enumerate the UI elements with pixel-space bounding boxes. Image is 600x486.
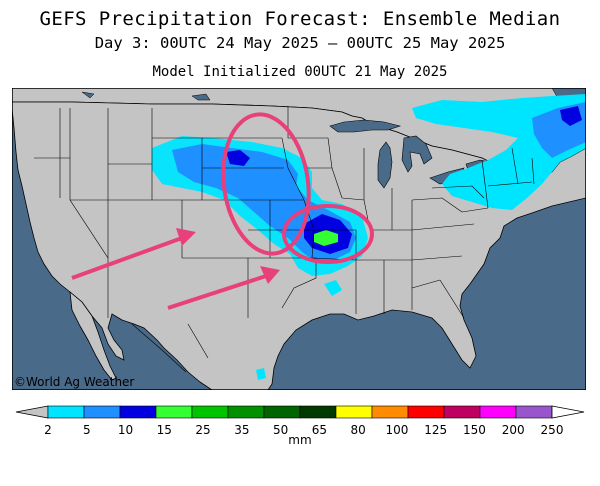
legend-swatch bbox=[479, 405, 517, 419]
legend-swatch bbox=[407, 405, 445, 419]
color-scale-legend: 2 5 10 15 25 35 50 65 80 100 125 150 200 250 bbox=[15, 405, 585, 437]
forecast-period: Day 3: 00UTC 24 May 2025 — 00UTC 25 May … bbox=[94, 34, 506, 52]
annotations bbox=[71, 112, 374, 310]
legend-tick-label: 65 bbox=[312, 423, 327, 437]
mexico-borders bbox=[131, 323, 209, 373]
precip-10mm-ne-sd bbox=[226, 150, 250, 166]
legend-swatch bbox=[83, 405, 121, 419]
highlight-circle-northern-plains bbox=[221, 112, 311, 256]
legend-arrow-high bbox=[551, 405, 585, 419]
legend-tick-label: 125 bbox=[424, 423, 447, 437]
legend-tick-labels: 2 5 10 15 25 35 50 65 80 100 125 150 200 250 bbox=[44, 423, 563, 437]
arrow-line-2 bbox=[167, 274, 267, 310]
credit-text: ©World Ag Weather bbox=[14, 375, 135, 389]
legend-tick-label: 100 bbox=[385, 423, 408, 437]
legend-tick-label: 80 bbox=[351, 423, 366, 437]
precipitation-field bbox=[152, 94, 586, 380]
legend-swatch bbox=[191, 405, 229, 419]
map-title: GEFS Precipitation Forecast: Ensemble Me… bbox=[39, 8, 561, 30]
highlight-circle-ozarks bbox=[282, 204, 374, 264]
legend-tick-label: 50 bbox=[273, 423, 288, 437]
legend-swatch bbox=[371, 405, 409, 419]
legend-tick-label: 35 bbox=[234, 423, 249, 437]
legend-swatch bbox=[335, 405, 373, 419]
legend-unit: mm bbox=[288, 433, 312, 447]
legend-swatch bbox=[119, 405, 157, 419]
legend-swatch bbox=[515, 405, 553, 419]
legend-swatch bbox=[299, 405, 337, 419]
arrow-heads bbox=[176, 228, 280, 284]
legend-tick-label: 15 bbox=[157, 423, 172, 437]
legend-swatch bbox=[443, 405, 481, 419]
precip-15mm-center bbox=[314, 230, 338, 246]
legend-tick-label: 2 bbox=[44, 423, 52, 437]
precip-10mm-northeast bbox=[560, 106, 582, 126]
legend-tick-label: 10 bbox=[118, 423, 133, 437]
model-init-time: Model Initialized 00UTC 21 May 2025 bbox=[152, 64, 448, 80]
legend-tick-label: 150 bbox=[463, 423, 486, 437]
legend-swatch bbox=[227, 405, 265, 419]
legend-swatch bbox=[155, 405, 193, 419]
arrow-head-1 bbox=[176, 228, 196, 246]
legend-swatches bbox=[15, 405, 585, 419]
arrow-line-1 bbox=[71, 236, 183, 280]
legend-tick-label: 200 bbox=[502, 423, 525, 437]
legend-tick-label: 5 bbox=[83, 423, 91, 437]
precip-2mm-texas-coast bbox=[324, 280, 342, 296]
legend-tick-label: 250 bbox=[541, 423, 564, 437]
baja-peninsula bbox=[69, 291, 117, 381]
legend-swatch bbox=[47, 405, 85, 419]
arrow-head-2 bbox=[260, 266, 280, 284]
legend-arrow-low bbox=[15, 405, 49, 419]
precip-2mm-mexico bbox=[256, 368, 266, 380]
legend-tick-label: 25 bbox=[195, 423, 210, 437]
precipitation-map bbox=[12, 88, 586, 390]
legend-swatch bbox=[263, 405, 301, 419]
great-lakes bbox=[329, 119, 491, 189]
